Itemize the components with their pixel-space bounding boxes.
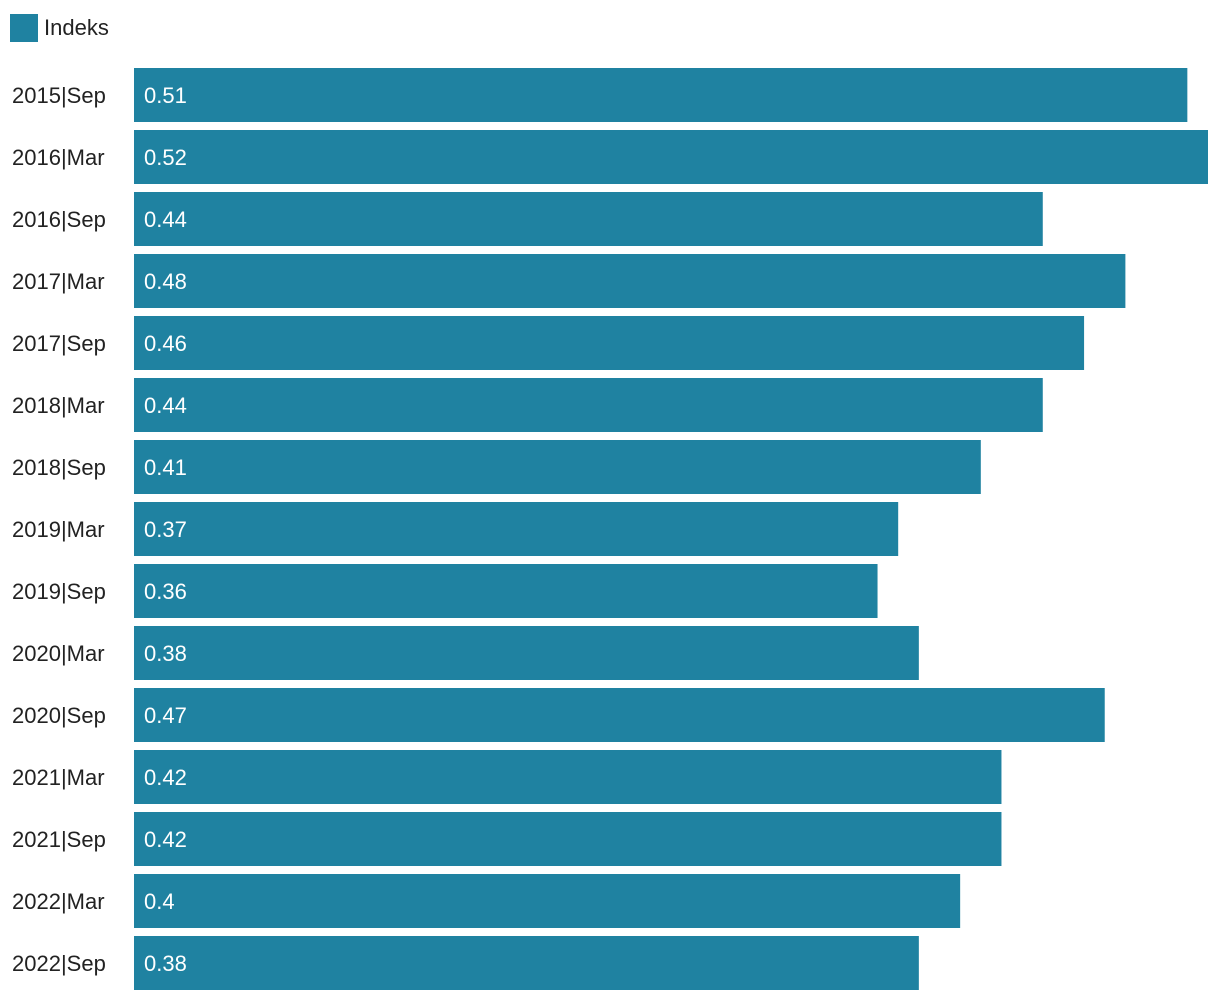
bar-value-label: 0.42 [144,827,187,852]
bar-value-label: 0.42 [144,765,187,790]
bar-value-label: 0.47 [144,703,187,728]
bar [134,192,1043,246]
bar-value-label: 0.51 [144,83,187,108]
bar-value-label: 0.52 [144,145,187,170]
category-label: 2020|Sep [12,703,106,728]
bar-value-label: 0.44 [144,207,187,232]
bar [134,688,1105,742]
category-label: 2021|Mar [12,765,105,790]
bar [134,874,961,928]
bar [134,812,1002,866]
bar [134,564,878,618]
bar [134,316,1085,370]
bar-value-label: 0.44 [144,393,187,418]
category-label: 2015|Sep [12,83,106,108]
bar [134,378,1043,432]
category-label: 2022|Mar [12,889,105,914]
bar [134,68,1188,122]
category-label: 2018|Mar [12,393,105,418]
legend-swatch [10,14,38,42]
category-label: 2017|Mar [12,269,105,294]
bar-value-label: 0.36 [144,579,187,604]
category-label: 2019|Sep [12,579,106,604]
legend-label: Indeks [44,15,109,40]
category-label: 2019|Mar [12,517,105,542]
bar [134,936,919,990]
bar [134,626,919,680]
category-label: 2021|Sep [12,827,106,852]
bar-value-label: 0.41 [144,455,187,480]
bar [134,254,1126,308]
category-label: 2020|Mar [12,641,105,666]
category-label: 2022|Sep [12,951,106,976]
category-label: 2018|Sep [12,455,106,480]
chart-legend: Indeks [10,14,109,42]
category-label: 2016|Mar [12,145,105,170]
bar-value-label: 0.46 [144,331,187,356]
bar-value-label: 0.37 [144,517,187,542]
bar [134,750,1002,804]
bar-value-label: 0.48 [144,269,187,294]
bar [134,440,981,494]
category-label: 2017|Sep [12,331,106,356]
bar-value-label: 0.38 [144,641,187,666]
category-label: 2016|Sep [12,207,106,232]
bar-value-label: 0.38 [144,951,187,976]
bar [134,502,899,556]
bar [134,130,1208,184]
bar-value-label: 0.4 [144,889,175,914]
